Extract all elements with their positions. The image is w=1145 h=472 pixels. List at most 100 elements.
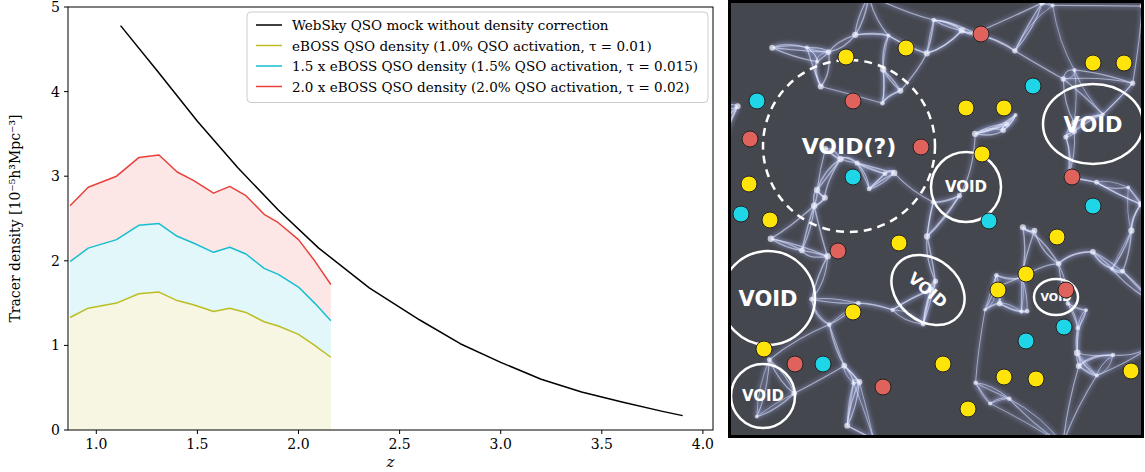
x-tick-label: 1.5 (186, 436, 208, 452)
y-axis-title: Tracer density [10⁻⁵h³Mpc⁻³] (7, 114, 23, 322)
legend-swatch (256, 45, 282, 47)
x-tick (399, 430, 400, 434)
tracer-dot (787, 356, 803, 372)
area-fill (70, 155, 331, 321)
tracer-dot (875, 379, 891, 395)
tracer-dot (1116, 55, 1132, 71)
tracer-dot (1049, 229, 1065, 245)
web-filaments (730, 2, 1143, 437)
y-tick-label: 0 (51, 422, 60, 438)
tracer-dot (845, 169, 861, 185)
y-tick (64, 7, 68, 8)
x-axis-title: z (386, 453, 395, 471)
x-tick (298, 430, 299, 434)
voids: VOID(?)VOIDVOIDVOIDVOIDVOIDVOID (721, 60, 1143, 428)
tracer-dot (996, 100, 1012, 116)
x-tick (702, 430, 703, 434)
x-tick (500, 430, 501, 434)
panel-frame (730, 2, 1143, 437)
tracer-dot (830, 243, 846, 259)
tracer-dot (741, 176, 757, 192)
void-outline (931, 152, 1001, 222)
legend-label: 2.0 x eBOSS QSO density (2.0% QSO activa… (292, 79, 689, 95)
tracer-dot (1018, 333, 1034, 349)
void-label: VOID (742, 387, 784, 405)
tracer-dot (960, 401, 976, 417)
void-label: VOID (905, 268, 952, 311)
tracer-dot (1018, 266, 1034, 282)
tracer-dot (1064, 169, 1080, 185)
void-outline (721, 251, 815, 345)
x-tick-label: 2.5 (388, 436, 410, 452)
void-label: VOID (739, 287, 798, 311)
y-tick-label: 3 (51, 168, 60, 184)
void-outline (877, 241, 978, 340)
x-tick (96, 430, 97, 434)
tracer-dots (733, 26, 1139, 417)
legend: WebSky QSO mock without density correcti… (247, 12, 708, 103)
legend-label: eBOSS QSO density (1.0% QSO activation, … (292, 38, 652, 54)
y-tick (64, 176, 68, 177)
void-label: VOID(?) (802, 134, 897, 159)
y-tick (64, 260, 68, 261)
y-tick-label: 4 (51, 84, 60, 100)
series-line (70, 224, 331, 321)
legend-swatch (256, 86, 282, 88)
web-background (730, 2, 1143, 437)
tracer-dot (935, 356, 951, 372)
x-tick (197, 430, 198, 434)
tracer-dot (756, 341, 772, 357)
tracer-dot (891, 235, 907, 251)
tracer-dot (996, 369, 1012, 385)
void-outline (763, 60, 935, 232)
tracer-dot (974, 146, 990, 162)
web-glow (730, 2, 1143, 437)
y-tick-label: 1 (51, 337, 60, 353)
x-tick-label: 4.0 (692, 436, 714, 452)
tracer-dot (973, 26, 989, 42)
legend-label: 1.5 x eBOSS QSO density (1.5% QSO activa… (292, 58, 698, 74)
void-outline (1034, 279, 1078, 315)
tracer-dot (742, 131, 758, 147)
void-label: VOID (1064, 113, 1123, 137)
tracer-dot (898, 40, 914, 56)
void-outline (1043, 84, 1143, 164)
tracer-dot (1056, 319, 1072, 335)
tracer-dot (1028, 371, 1044, 387)
y-tick (64, 345, 68, 346)
tracer-dot (838, 49, 854, 65)
void-label: VOID (945, 178, 987, 196)
tracer-dot (845, 304, 861, 320)
tracer-dot (1058, 282, 1074, 298)
tracer-dot (913, 139, 929, 155)
cosmic-web (730, 2, 1143, 437)
series-line (70, 155, 331, 284)
tracer-dot (845, 93, 861, 109)
tracer-dot (1085, 198, 1101, 214)
tracer-dot (762, 212, 778, 228)
x-tick (601, 430, 602, 434)
tracer-dot (815, 356, 831, 372)
y-tick-label: 5 (51, 0, 60, 15)
tracer-dot (1025, 78, 1041, 94)
void-outline (731, 364, 795, 428)
x-tick-label: 2.0 (287, 436, 309, 452)
tracer-dot (1085, 55, 1101, 71)
y-tick-label: 2 (51, 253, 60, 269)
x-tick-label: 1.0 (85, 436, 107, 452)
figure: 1.0 1.5 2.0 2.5 3.0 3.5 4.0 0 1 2 3 4 5 z Tracer densi… (0, 0, 1145, 472)
plot-frame (68, 7, 713, 430)
tracer-dot (749, 93, 765, 109)
y-tick (64, 430, 68, 431)
tracer-dot (958, 100, 974, 116)
series-line (70, 292, 331, 357)
tracer-dot (981, 213, 997, 229)
legend-swatch (256, 24, 282, 26)
y-tick (64, 91, 68, 92)
x-tick-label: 3.5 (591, 436, 613, 452)
tracer-dot (1123, 363, 1139, 379)
legend-label: WebSky QSO mock without density correcti… (292, 17, 609, 33)
legend-swatch (256, 65, 282, 67)
tracer-dot (990, 282, 1006, 298)
x-tick-label: 3.0 (490, 436, 512, 452)
